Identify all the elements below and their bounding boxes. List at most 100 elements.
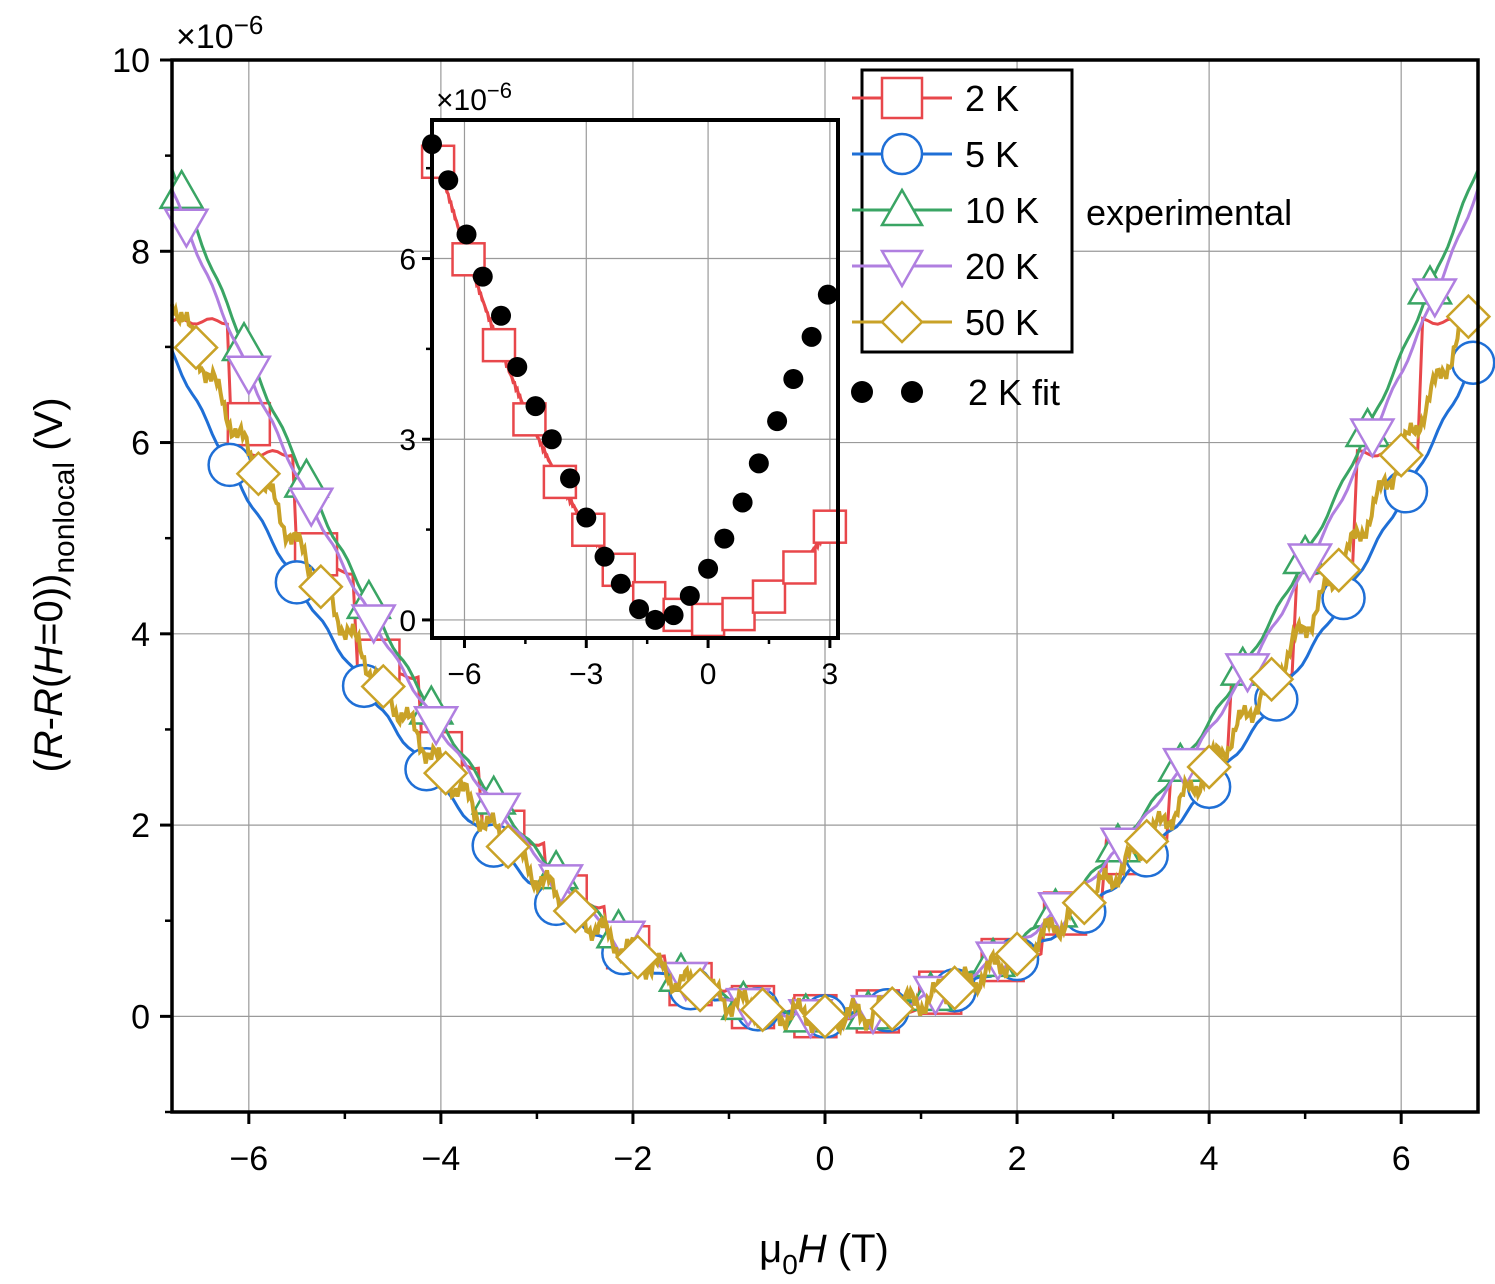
legend-marker <box>879 187 925 227</box>
data-marker <box>350 604 397 645</box>
data-marker <box>552 888 599 934</box>
x-tick-label: −4 <box>421 1140 460 1178</box>
data-marker <box>422 750 469 796</box>
inset-fit-point <box>748 453 769 474</box>
data-marker <box>475 792 522 834</box>
inset-fit-point <box>732 492 753 513</box>
main-ticks: −6 −4 −2 0 2 4 6 0 2 4 6 8 10 <box>112 42 1410 1178</box>
data-marker <box>1186 744 1232 790</box>
legend-label: 50 K <box>965 302 1039 343</box>
inset-y-tick-label: 6 <box>399 244 416 277</box>
inset-marker <box>751 579 787 614</box>
data-marker <box>994 931 1040 977</box>
inset-fit-point <box>472 266 493 287</box>
inset-background <box>432 120 838 638</box>
data-marker <box>173 324 219 371</box>
data-marker <box>677 967 723 1013</box>
data-marker <box>739 987 786 1033</box>
inset-marker <box>782 550 817 585</box>
y-tick-label: 8 <box>131 233 150 271</box>
data-marker <box>226 401 272 447</box>
data-marker <box>1061 879 1108 926</box>
main-series <box>158 168 1495 1040</box>
inset-multiplier: ×10−6 <box>436 78 512 117</box>
legend-item: 10 K <box>852 187 1039 231</box>
legend-fit-item: 2 K fit <box>851 372 1060 413</box>
data-marker <box>1450 340 1495 385</box>
inset-frame <box>430 118 840 640</box>
inset-fit-point <box>507 356 528 377</box>
inset-fit-point <box>610 573 631 594</box>
x-tick-label: −6 <box>229 1140 268 1178</box>
data-marker <box>235 450 282 497</box>
inset-fit-point <box>456 224 477 245</box>
inset-fit-point <box>645 609 666 630</box>
legend-marker <box>879 249 925 289</box>
legend-label: 10 K <box>965 190 1039 231</box>
y-tick-label: 4 <box>131 616 150 654</box>
inset-fit-point <box>438 170 459 191</box>
inset-fit-point <box>714 528 735 549</box>
y-tick-label: 0 <box>131 998 150 1036</box>
inset-fit-point <box>594 546 615 567</box>
inset-fit-point <box>783 369 804 389</box>
inset-fit-point <box>576 507 597 528</box>
data-marker <box>412 706 460 747</box>
data-marker <box>1286 543 1334 584</box>
legend-label: 20 K <box>965 246 1039 287</box>
legend-label: 2 K <box>965 78 1019 119</box>
x-axis-title: μ0H (T) <box>759 1227 889 1280</box>
inset-fit-series <box>422 134 838 630</box>
x-tick-label: 6 <box>1392 1140 1411 1178</box>
inset-marker <box>721 596 756 632</box>
data-marker <box>802 993 848 1040</box>
legend-label: 5 K <box>965 134 1019 175</box>
x-tick-label: 2 <box>1008 1140 1027 1178</box>
inset-x-tick-label: 0 <box>700 658 717 691</box>
inset-fit-point <box>679 585 700 606</box>
data-marker <box>869 985 915 1032</box>
legend-item: 2 K <box>852 76 1019 120</box>
inset-fit-point <box>698 558 719 579</box>
inset-chart: −6 −3 0 3 0 3 6 ×10−6 <box>399 78 848 691</box>
legend-marker <box>880 132 924 176</box>
inset-fit-point <box>629 599 650 620</box>
data-marker <box>360 663 407 710</box>
legend-fit-label: 2 K fit <box>968 372 1060 413</box>
data-marker <box>614 934 661 980</box>
inset-grid <box>432 120 838 638</box>
data-marker <box>931 965 978 1011</box>
inset-y-tick-label: 3 <box>399 424 416 457</box>
inset-marker <box>690 602 726 638</box>
data-marker <box>1378 432 1424 478</box>
y-tick-label: 10 <box>112 42 150 80</box>
inset-fit-point <box>663 605 684 626</box>
data-marker <box>1123 818 1170 865</box>
inset-ticks: −6 −3 0 3 0 3 6 <box>399 166 839 691</box>
legend: 2 K 5 K 10 K 20 K 50 K experimental 2 K fit <box>851 68 1292 413</box>
y-axis-title: (R-R(H=0))nonlocal (V) <box>27 397 81 772</box>
data-marker <box>485 823 531 870</box>
legend-fit-marker <box>901 381 923 403</box>
legend-item: 50 K <box>852 300 1039 344</box>
inset-marker <box>812 509 848 544</box>
series-50k <box>170 293 1492 1040</box>
legend-item: 5 K <box>852 132 1019 176</box>
inset-fit-point <box>491 305 512 326</box>
inset-x-tick-label: −3 <box>569 658 603 691</box>
inset-marker <box>481 327 517 363</box>
y-tick-label: 6 <box>131 425 150 463</box>
inset-x-tick-label: 3 <box>822 658 839 691</box>
inset-frame-rect <box>430 118 840 640</box>
inset-fit-point <box>817 284 838 305</box>
legend-group-label: experimental <box>1086 192 1292 233</box>
legend-item: 20 K <box>852 246 1039 289</box>
x-tick-label: 4 <box>1200 1140 1219 1178</box>
legend-fit-marker <box>851 381 873 403</box>
legend-marker <box>880 76 924 120</box>
data-marker <box>1411 278 1458 319</box>
inset-fit-point <box>801 326 822 347</box>
data-marker <box>163 208 210 250</box>
x-tick-label: −2 <box>614 1140 653 1178</box>
